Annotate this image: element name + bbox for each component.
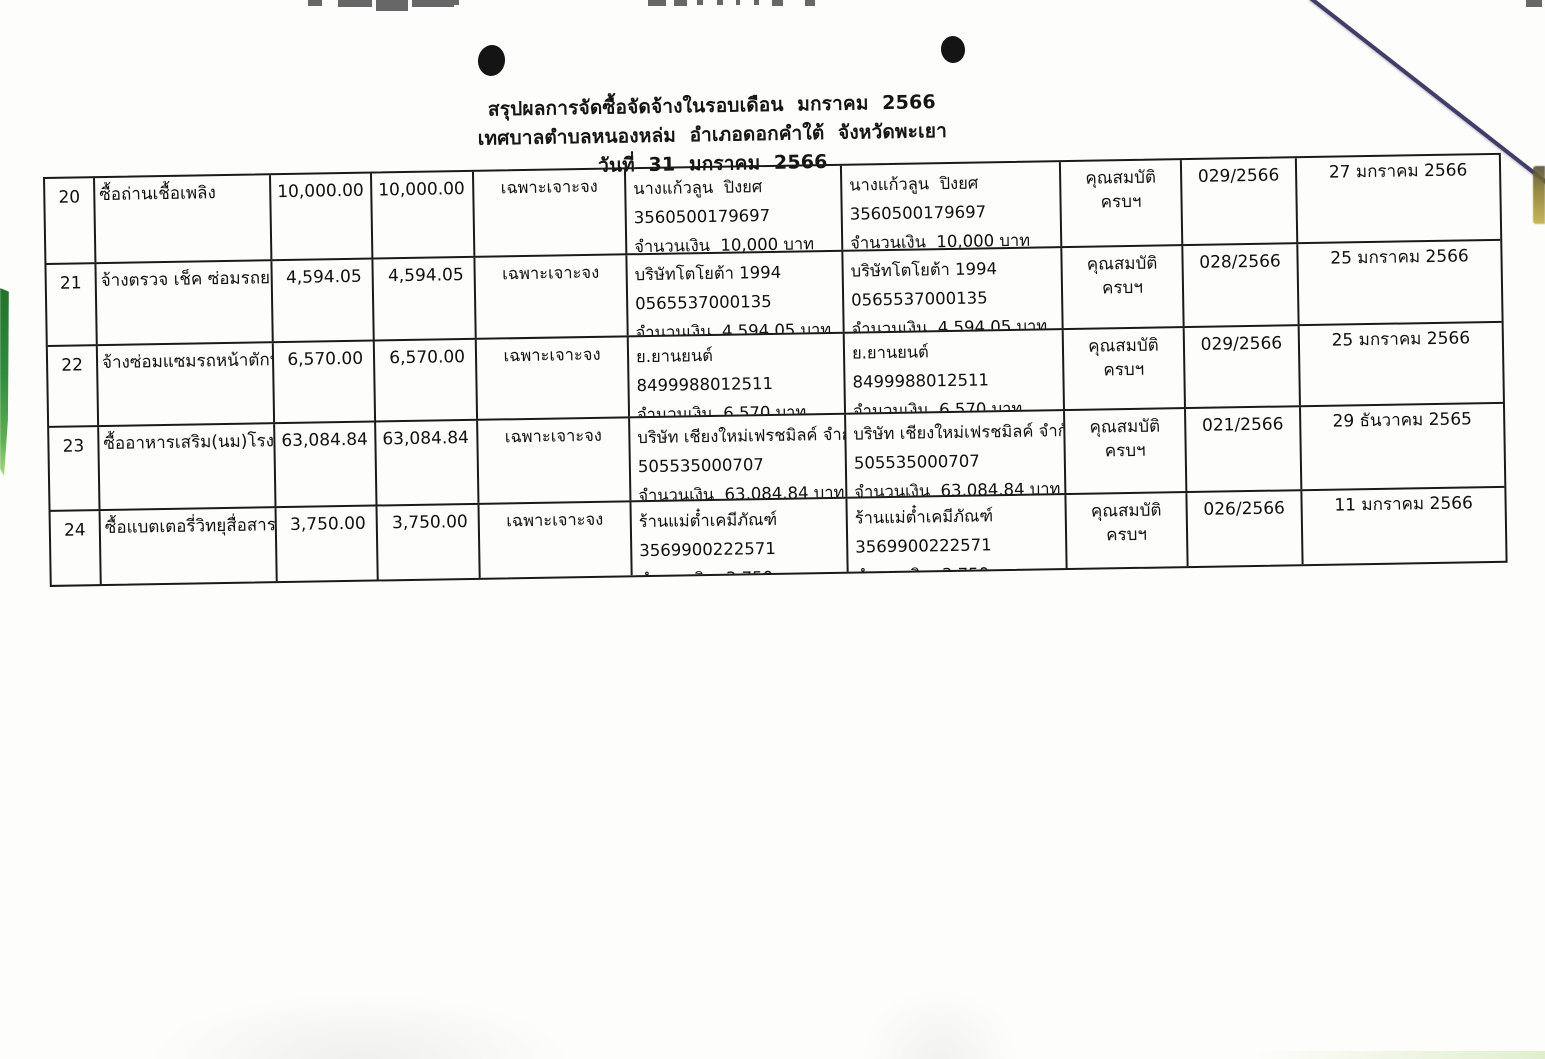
contract-number: 029/2566 — [1179, 158, 1297, 245]
selection-reason: คุณสมบัติครบฯ — [1064, 493, 1187, 569]
proposer-tax-id: 0565537000135 — [635, 291, 772, 314]
procurement-table: 20 ซื้อถ่านเชื้อเพลิง 10,000.00 10,000.0… — [43, 152, 1508, 587]
procurement-method: เฉพาะเจาะจง — [477, 502, 631, 578]
winner-name: นางแก้วลูน ปิงยศ — [849, 173, 979, 195]
winner-tax-id: 8499988012511 — [852, 370, 990, 392]
winner-amount: จำนวนเงิน 63,084.84 บาท — [854, 479, 1061, 497]
row-number: 24 — [63, 520, 86, 541]
agreed-price: 10,000.00 — [369, 171, 474, 258]
contract-date: 29 ธันวาคม 2565 — [1298, 403, 1505, 490]
top-edge-scan-marks — [308, 0, 1542, 11]
winner-name: ร้านแม่ต๋ำเคมีภัณฑ์ — [854, 506, 994, 528]
winner-tax-id: 3569900222571 — [855, 535, 992, 557]
right-edge-smudge — [1533, 166, 1545, 224]
proposer-cell: ย.ยานยนต์ 8499988012511 จำนวนเงิน 6,570 … — [626, 333, 845, 417]
winner-amount: จำนวนเงิน 4,594.05 บาท — [851, 316, 1048, 332]
proposer-name: บริษัทโตโยต้า 1994 — [634, 262, 782, 285]
proposer-tax-id: 505535000707 — [637, 455, 765, 477]
contract-number: 021/2566 — [1184, 407, 1301, 492]
scanned-page-content: สรุปผลการจัดซื้อจัดจ้างในรอบเดือน มกราคม… — [43, 91, 1514, 877]
winner-name: บริษัทโตโยต้า 1994 — [850, 259, 998, 281]
procurement-description: ซื้อแบตเตอรี่วิทยุสื่อสารชนิดมือถือ — [98, 508, 276, 585]
scan-smudge — [860, 989, 1020, 1059]
row-number: 22 — [61, 355, 84, 376]
proposer-name: ร้านแม่ต๋ำเคมีภัณฑ์ — [638, 509, 778, 532]
proposer-cell: นางแก้วลูน ปิงยศ 3560500179697 จำนวนเงิน… — [623, 165, 842, 254]
winner-cell: บริษัท เชียงใหม่เฟรชมิลค์ จำกัด 50553500… — [844, 411, 1065, 497]
contract-date: 27 มกราคม 2566 — [1294, 154, 1501, 243]
proposer-amount: จำนวนเงิน 3,750 บาท — [640, 562, 841, 575]
selection-reason: คุณสมบัติครบฯ — [1058, 160, 1182, 247]
procurement-method: เฉพาะเจาะจง — [474, 337, 629, 419]
winner-tax-id: 505535000707 — [853, 451, 980, 473]
procurement-description: ซื้ออาหารเสริม(นม)โรงเรียน — [97, 424, 275, 510]
contract-date: 25 มกราคม 2566 — [1297, 322, 1503, 406]
green-folder-edge — [0, 288, 9, 476]
proposer-amount: จำนวนเงิน 10,000 บาท — [634, 234, 815, 254]
selection-reason: คุณสมบัติครบฯ — [1060, 246, 1183, 329]
row-number: 23 — [62, 436, 85, 457]
procurement-method: เฉพาะเจาะจง — [473, 255, 627, 338]
budget-amount: 4,594.05 — [270, 259, 373, 342]
proposer-tax-id: 3560500179697 — [633, 205, 771, 228]
budget-amount: 10,000.00 — [269, 173, 372, 260]
hole-punch-left — [475, 43, 508, 78]
winner-tax-id: 3560500179697 — [849, 202, 987, 224]
winner-name: ย.ยานยนต์ — [851, 342, 929, 363]
agreed-price: 3,750.00 — [375, 504, 479, 580]
budget-amount: 63,084.84 — [273, 422, 376, 507]
proposer-name: บริษัท เชียงใหม่เฟรชมิลค์ จำกัด — [637, 424, 846, 448]
proposer-name: นางแก้วลูน ปิงยศ — [633, 177, 763, 199]
selection-reason: คุณสมบัติครบฯ — [1061, 328, 1184, 410]
selection-reason: คุณสมบัติครบฯ — [1063, 409, 1186, 494]
winner-amount: จำนวนเงิน 10,000 บาท — [850, 230, 1031, 250]
procurement-description: ซื้อถ่านเชื้อเพลิง — [93, 175, 271, 263]
budget-amount: 3,750.00 — [274, 506, 377, 582]
proposer-amount: จำนวนเงิน 63,084.84 บาท — [638, 482, 845, 501]
contract-number: 028/2566 — [1181, 244, 1298, 327]
scan-smudge — [150, 993, 570, 1059]
proposer-cell: บริษัทโตโยต้า 1994 0565537000135 จำนวนเง… — [625, 251, 843, 336]
contract-number: 029/2566 — [1182, 326, 1299, 408]
row-number: 20 — [58, 187, 81, 208]
proposer-cell: บริษัท เชียงใหม่เฟรชมิลค์ จำกัด 50553500… — [628, 414, 846, 501]
scan-smudge — [1255, 1051, 1545, 1059]
proposer-cell: ร้านแม่ต๋ำเคมีภัณฑ์ 3569900222571 จำนวนเ… — [629, 498, 847, 576]
procurement-description: จ้างซ่อมแซมรถหน้าตักหลังขุด — [95, 343, 274, 426]
budget-amount: 6,570.00 — [271, 341, 375, 423]
agreed-price: 6,570.00 — [372, 339, 477, 421]
contract-number: 026/2566 — [1185, 491, 1302, 567]
winner-cell: บริษัทโตโยต้า 1994 0565537000135 จำนวนเง… — [841, 248, 1062, 332]
winner-cell: ร้านแม่ต๋ำเคมีภัณฑ์ 3569900222571 จำนวนเ… — [845, 495, 1066, 572]
winner-tax-id: 0565537000135 — [850, 288, 988, 310]
proposer-tax-id: 8499988012511 — [636, 373, 774, 396]
row-number: 21 — [59, 273, 82, 294]
agreed-price: 4,594.05 — [371, 257, 475, 340]
proposer-name: ย.ยานยนต์ — [635, 345, 714, 367]
agreed-price: 63,084.84 — [374, 420, 478, 505]
proposer-amount: จำนวนเงิน 4,594.05 บาท — [635, 319, 832, 336]
proposer-tax-id: 3569900222571 — [639, 538, 776, 561]
contract-date: 11 มกราคม 2566 — [1300, 487, 1506, 565]
procurement-method: เฉพาะเจาะจง — [471, 169, 626, 256]
winner-cell: นางแก้วลูน ปิงยศ 3560500179697 จำนวนเงิน… — [839, 162, 1061, 250]
winner-amount: จำนวนเงิน 3,750 บาท — [855, 558, 1059, 572]
winner-name: บริษัท เชียงใหม่เฟรชมิลค์ จำกัด — [853, 420, 1065, 444]
hole-punch-right — [939, 34, 967, 65]
winner-cell: ย.ยานยนต์ 8499988012511 จำนวนเงิน 6,570 … — [842, 330, 1063, 413]
procurement-description: จ้างตรวจ เช็ค ซ่อมรถยนต์ — [94, 261, 272, 345]
procurement-method: เฉพาะเจาะจง — [476, 418, 630, 503]
contract-date: 25 มกราคม 2566 — [1296, 240, 1502, 325]
